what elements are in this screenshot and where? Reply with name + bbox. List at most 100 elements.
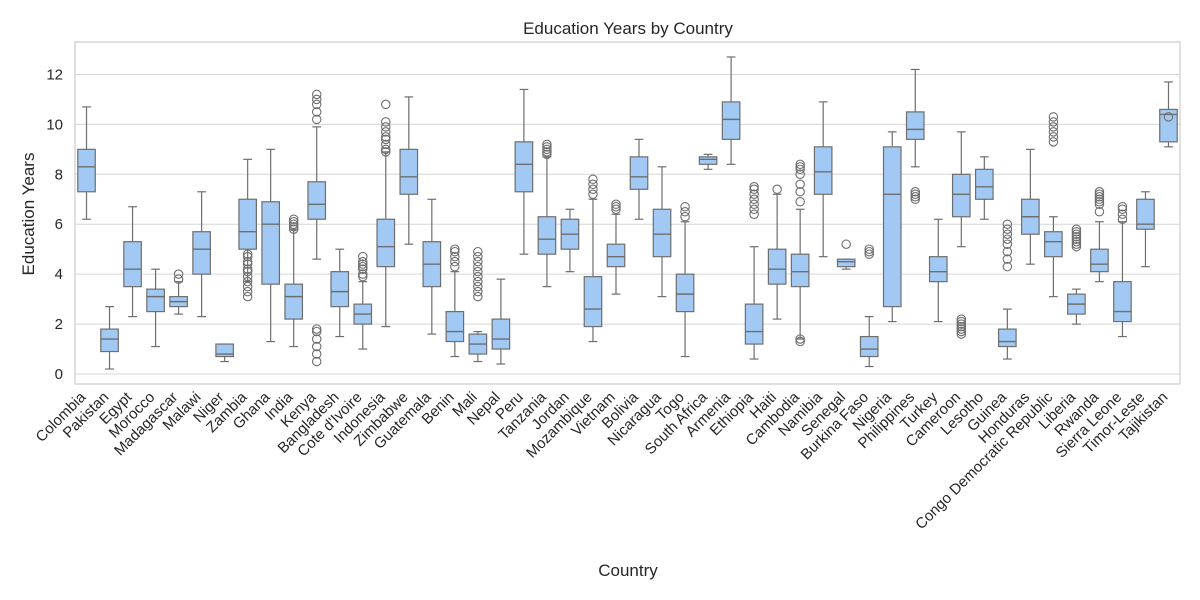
outlier-point (1048, 137, 1059, 147)
outlier-point (1071, 231, 1082, 242)
outlier-point (956, 314, 967, 324)
outlier-point (1048, 127, 1059, 137)
box-25 (652, 166, 672, 298)
outlier-point (288, 214, 299, 224)
outlier-point (611, 199, 621, 210)
box-18 (491, 278, 511, 365)
box-40 (997, 219, 1017, 360)
box-series (77, 56, 1178, 370)
outlier-point (841, 239, 851, 249)
outlier-point (288, 221, 299, 232)
outlier-point (611, 202, 621, 212)
outlier-point (1117, 209, 1128, 219)
box-iqr (997, 328, 1017, 348)
outlier-point (864, 249, 874, 259)
outlier-point (542, 149, 552, 160)
outlier-point (956, 316, 967, 327)
box-iqr (514, 141, 534, 193)
box-iqr (399, 148, 419, 195)
outlier-point (450, 251, 460, 262)
outlier-point (311, 114, 322, 125)
outlier-point (749, 194, 759, 205)
outlier-point (1048, 117, 1059, 127)
box-0 (77, 106, 96, 220)
y-tick-label: 8 (55, 166, 63, 183)
box-iqr (836, 258, 856, 268)
outlier-point (1002, 261, 1013, 272)
outlier-point (1071, 239, 1082, 249)
outlier-point (795, 336, 805, 347)
box-41 (1021, 148, 1040, 265)
outlier-point (1071, 234, 1082, 244)
box-iqr (537, 216, 557, 255)
outlier-point (381, 127, 391, 137)
outlier-point (381, 122, 391, 132)
outlier-point (1094, 197, 1105, 207)
outlier-point (795, 179, 805, 190)
box-iqr (491, 318, 511, 350)
outlier-point (242, 271, 253, 282)
outlier-point (242, 264, 253, 274)
box-19 (514, 88, 534, 255)
box-iqr (376, 218, 396, 268)
outlier-point (242, 259, 253, 269)
outlier-point (1002, 234, 1013, 244)
box-iqr (928, 256, 948, 283)
outlier-point (956, 329, 967, 339)
outlier-point (311, 94, 322, 105)
box-iqr (882, 146, 902, 308)
outlier-point (680, 202, 690, 212)
box-23 (606, 199, 626, 295)
box-iqr (1090, 248, 1109, 273)
outlier-point (358, 251, 368, 262)
outlier-point (910, 192, 921, 202)
box-iqr (974, 168, 994, 200)
outlier-point (381, 139, 391, 150)
box-4 (169, 269, 188, 315)
outlier-point (242, 266, 253, 277)
box-24 (629, 138, 649, 220)
outlier-point (242, 251, 253, 262)
box-34 (859, 244, 879, 368)
outlier-point (381, 99, 391, 110)
box-iqr (330, 271, 350, 308)
outlier-point (288, 216, 299, 227)
outlier-point (1094, 207, 1105, 217)
chart-title: Education Years by Country (523, 19, 733, 38)
outlier-point (864, 244, 874, 254)
outlier-point (450, 244, 460, 254)
outlier-point (311, 356, 322, 367)
box-iqr (284, 283, 304, 320)
outlier-point (956, 319, 967, 329)
outlier-point (1002, 224, 1013, 234)
outlier-point (288, 219, 299, 229)
box-3 (146, 268, 165, 348)
outlier-point (910, 194, 921, 205)
box-iqr (767, 248, 787, 285)
outlier-point (473, 281, 483, 292)
outlier-point (473, 261, 483, 272)
outlier-point (358, 261, 368, 272)
outlier-point (680, 207, 690, 217)
plot-frame (74, 41, 1181, 385)
outlier-point (1002, 219, 1013, 229)
box-36 (905, 68, 925, 205)
outlier-point (358, 264, 368, 274)
y-tick-label: 10 (46, 116, 63, 133)
outlier-point (749, 204, 759, 215)
outlier-point (473, 271, 483, 282)
box-iqr (790, 253, 810, 288)
outlier-point (450, 261, 460, 272)
outlier-point (680, 211, 690, 222)
outlier-point (795, 197, 805, 207)
outlier-point (311, 99, 322, 110)
box-iqr (146, 288, 165, 313)
outlier-point (588, 189, 598, 200)
box-7 (238, 158, 258, 302)
box-32 (813, 101, 833, 258)
y-axis-ticks: 0 2 4 6 8 10 12 (46, 66, 63, 383)
outlier-point (1117, 214, 1128, 224)
outlier-point (795, 169, 805, 180)
outlier-point (473, 251, 483, 262)
